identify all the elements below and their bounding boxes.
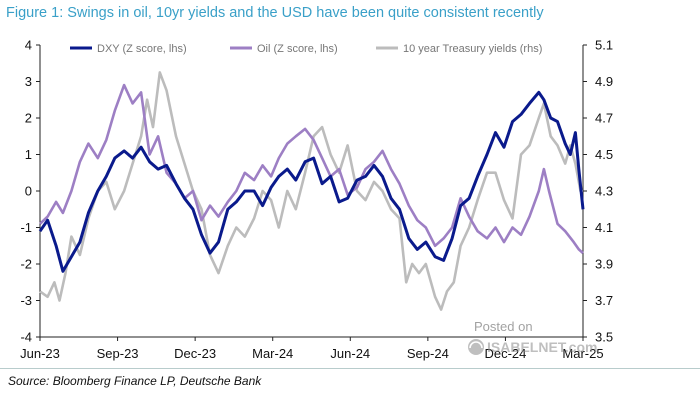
left-tick-label: 3	[25, 74, 32, 89]
left-tick-label: -4	[20, 330, 32, 345]
source-note: Source: Bloomberg Finance LP, Deutsche B…	[8, 374, 262, 388]
left-tick-label: 2	[25, 111, 32, 126]
right-tick-label: 4.9	[595, 74, 613, 89]
left-tick-label: -1	[20, 220, 32, 235]
series-line-treasury-10y	[39, 71, 583, 311]
x-tick-label: Jun-24	[330, 346, 370, 361]
legend-label: DXY (Z score, lhs)	[97, 43, 187, 55]
left-tick-label: 1	[25, 147, 32, 162]
right-tick-label: 3.5	[595, 330, 613, 345]
left-tick-label: -3	[20, 293, 32, 308]
series-line-dxy	[38, 90, 585, 273]
series-line-oil	[39, 83, 584, 255]
source-divider	[0, 368, 700, 369]
legend-label: Oil (Z score, lhs)	[257, 43, 338, 55]
chart-title: Figure 1: Swings in oil, 10yr yields and…	[6, 5, 544, 21]
watermark-logo-icon	[468, 339, 484, 355]
series-lines	[38, 71, 585, 311]
legend-label: 10 year Treasury yields (rhs)	[403, 43, 542, 55]
x-tick-label: Mar-25	[562, 346, 603, 361]
x-tick-label: Mar-24	[252, 346, 293, 361]
right-tick-label: 4.1	[595, 220, 613, 235]
right-tick-label: 3.7	[595, 293, 613, 308]
right-tick-label: 4.7	[595, 111, 613, 126]
watermark: Posted on ISABELNET.com	[468, 319, 597, 355]
watermark-posted-on: Posted on	[474, 319, 533, 334]
x-tick-label: Dec-23	[174, 346, 216, 361]
x-tick-label: Sep-24	[407, 346, 449, 361]
x-tick-label: Jun-23	[20, 346, 60, 361]
left-tick-label: 4	[25, 38, 32, 53]
right-tick-label: 3.9	[595, 257, 613, 272]
right-tick-label: 5.1	[595, 38, 613, 53]
left-tick-label: 0	[25, 184, 32, 199]
line-chart: 4 3 2 1 0 -1 -2 -3 -4 5.1 4.9 4.7 4.5 4.3 4.1 3.9 3.7 3.5…	[20, 38, 613, 362]
left-tick-label: -2	[20, 257, 32, 272]
x-tick-label: Sep-23	[97, 346, 139, 361]
right-tick-label: 4.3	[595, 184, 613, 199]
chart-legend: DXY (Z score, lhs) Oil (Z score, lhs) 10 y…	[70, 43, 542, 55]
chart-axes: 4 3 2 1 0 -1 -2 -3 -4 5.1 4.9 4.7 4.5 4.3 4.1 3.9 3.7 3.5…	[20, 38, 613, 362]
watermark-site: ISABELNET.com	[487, 339, 597, 355]
right-tick-label: 4.5	[595, 147, 613, 162]
x-tick-label: Dec-24	[484, 346, 526, 361]
